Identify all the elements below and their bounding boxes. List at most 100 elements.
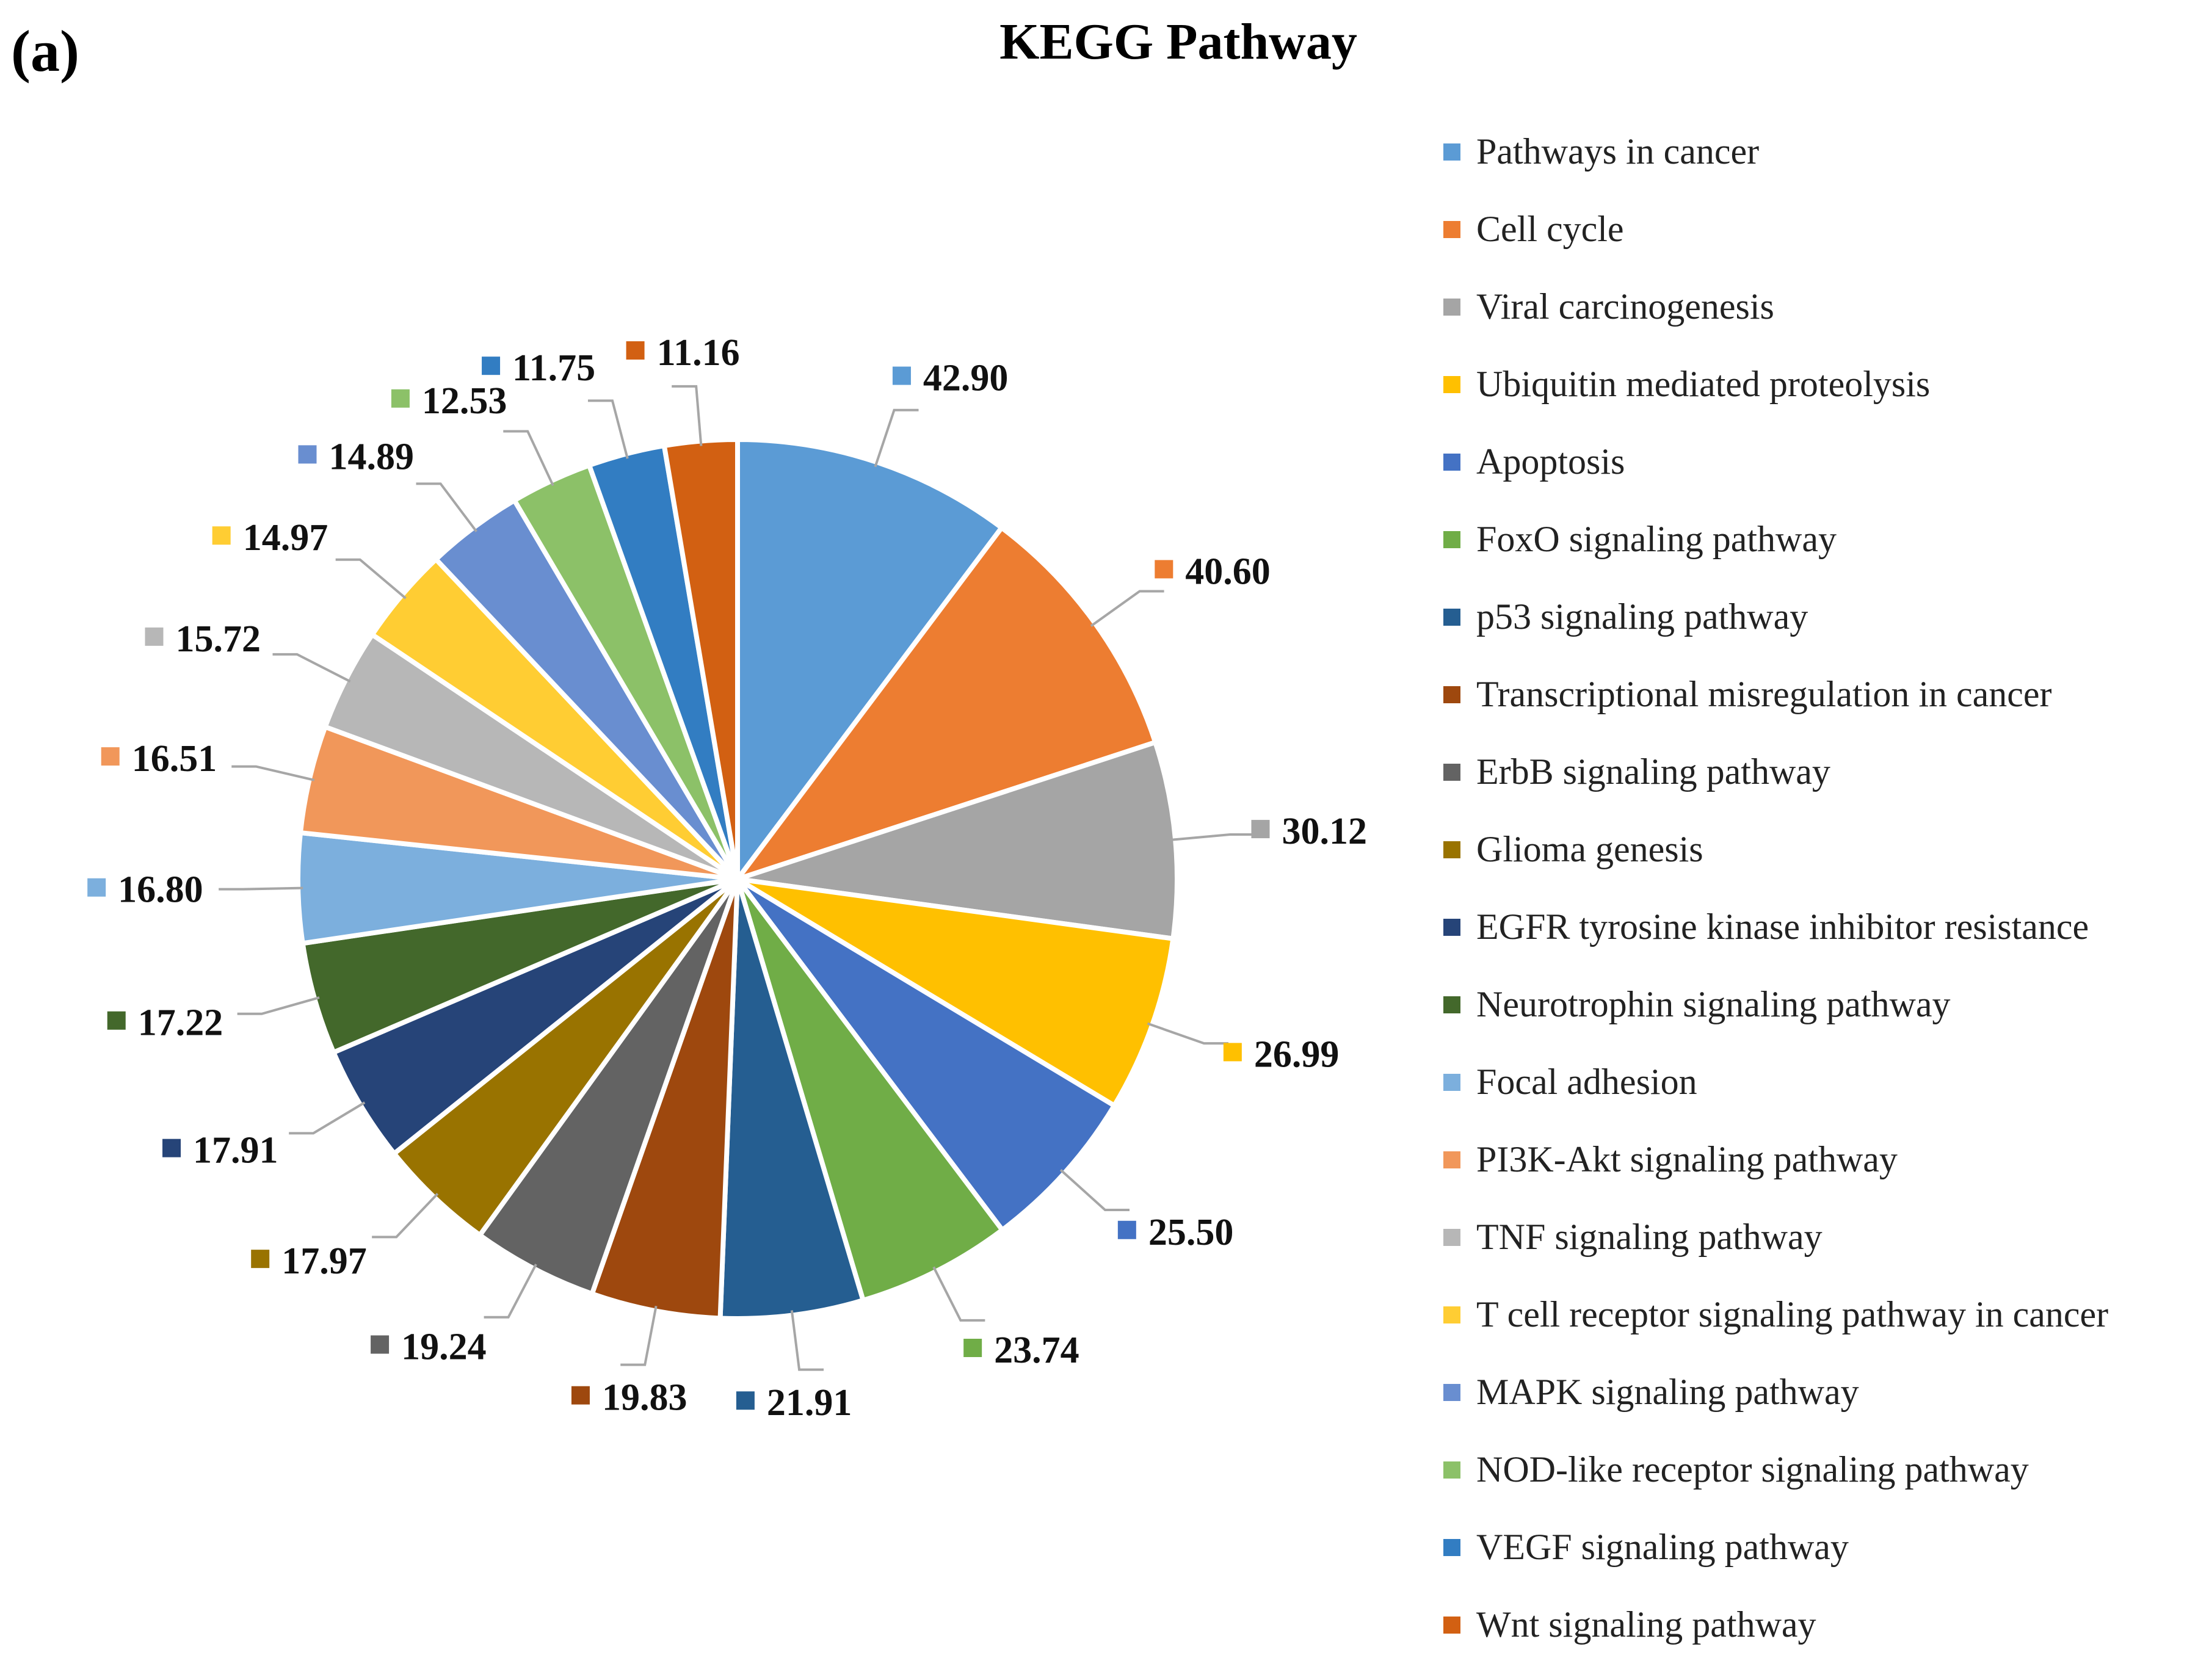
data-label: 11.75 xyxy=(512,347,595,389)
legend-label: Viral carcinogenesis xyxy=(1476,286,1774,327)
leader-line xyxy=(219,886,303,891)
leader-line xyxy=(289,1101,366,1135)
legend-swatch xyxy=(1443,996,1460,1013)
data-label-swatch xyxy=(736,1391,755,1410)
legend-item: ErbB signaling pathway xyxy=(1443,750,2194,827)
leader-line xyxy=(1147,1022,1228,1045)
legend-label: Wnt signaling pathway xyxy=(1476,1604,1816,1645)
legend-label: VEGF signaling pathway xyxy=(1476,1527,1849,1567)
legend-swatch xyxy=(1443,1384,1460,1401)
legend-label: Transcriptional misregulation in cancer xyxy=(1476,674,2052,714)
legend-label: PI3K-Akt signaling pathway xyxy=(1476,1139,1898,1179)
data-label-swatch xyxy=(571,1386,590,1405)
data-label-swatch xyxy=(162,1139,181,1157)
data-label: 30.12 xyxy=(1282,811,1367,852)
legend-item: NOD-like receptor signaling pathway xyxy=(1443,1447,2194,1525)
legend-swatch xyxy=(1443,609,1460,626)
legend-item: TNF signaling pathway xyxy=(1443,1215,2194,1292)
legend-swatch xyxy=(1443,1229,1460,1246)
data-label: 17.97 xyxy=(281,1240,367,1282)
leader-line xyxy=(932,1266,985,1322)
data-label-swatch xyxy=(145,627,164,646)
leader-line xyxy=(272,653,351,683)
data-label: 14.97 xyxy=(243,517,328,559)
data-label-swatch xyxy=(1223,1043,1242,1062)
legend-label: Focal adhesion xyxy=(1476,1062,1697,1102)
data-label-swatch xyxy=(626,341,645,360)
legend-item: Cell cycle xyxy=(1443,207,2194,284)
leader-line xyxy=(416,482,477,532)
legend-item: EGFR tyrosine kinase inhibitor resistanc… xyxy=(1443,905,2194,982)
leader-line xyxy=(231,765,315,781)
data-label-swatch xyxy=(892,366,911,385)
data-label: 14.89 xyxy=(328,436,414,477)
data-label-swatch xyxy=(251,1250,270,1269)
legend-label: Pathways in cancer xyxy=(1476,131,1760,172)
data-label: 19.83 xyxy=(602,1377,687,1419)
data-label-swatch xyxy=(212,526,231,545)
data-label: 23.74 xyxy=(994,1330,1079,1371)
data-label-swatch xyxy=(1155,560,1173,579)
legend-item: MAPK signaling pathway xyxy=(1443,1370,2194,1447)
leader-line xyxy=(503,430,554,487)
leader-line xyxy=(1170,833,1255,841)
legend-item: Neurotrophin signaling pathway xyxy=(1443,982,2194,1060)
leader-line xyxy=(1090,590,1164,628)
leader-line xyxy=(790,1310,824,1371)
legend-swatch xyxy=(1443,1461,1460,1479)
data-label-swatch xyxy=(298,445,317,464)
data-label-swatch xyxy=(391,389,410,408)
data-label: 12.53 xyxy=(422,380,507,422)
data-label: 11.16 xyxy=(657,332,740,374)
data-label: 42.90 xyxy=(923,358,1009,399)
data-label: 16.51 xyxy=(132,738,217,780)
legend-label: NOD-like receptor signaling pathway xyxy=(1476,1449,2029,1490)
data-label-swatch xyxy=(1117,1220,1136,1239)
legend-item: FoxO signaling pathway xyxy=(1443,517,2194,595)
legend-item: Transcriptional misregulation in cancer xyxy=(1443,672,2194,750)
leader-line xyxy=(335,558,407,599)
leader-line xyxy=(587,399,629,459)
legend-label: EGFR tyrosine kinase inhibitor resistanc… xyxy=(1476,907,2089,947)
legend-swatch xyxy=(1443,531,1460,548)
legend-swatch xyxy=(1443,221,1460,238)
data-label: 19.24 xyxy=(401,1326,487,1367)
data-label: 21.91 xyxy=(767,1382,852,1424)
leader-line xyxy=(1059,1168,1130,1211)
leader-line xyxy=(372,1193,439,1239)
legend-label: p53 signaling pathway xyxy=(1476,596,1808,637)
legend-item: Viral carcinogenesis xyxy=(1443,284,2194,362)
legend-label: Cell cycle xyxy=(1476,209,1624,249)
data-label-swatch xyxy=(963,1339,982,1358)
data-label: 16.80 xyxy=(118,869,203,911)
leader-line xyxy=(620,1306,658,1366)
legend-label: FoxO signaling pathway xyxy=(1476,519,1837,559)
legend-swatch xyxy=(1443,376,1460,393)
legend-swatch xyxy=(1443,1617,1460,1634)
legend-item: T cell receptor signaling pathway in can… xyxy=(1443,1292,2194,1370)
legend-item: p53 signaling pathway xyxy=(1443,595,2194,672)
data-label-swatch xyxy=(101,747,120,766)
data-label-swatch xyxy=(1251,820,1270,839)
legend-item: Apoptosis xyxy=(1443,440,2194,517)
data-label: 40.60 xyxy=(1185,551,1271,592)
legend-label: Ubiquitin mediated proteolysis xyxy=(1476,364,1931,404)
leader-line xyxy=(672,385,703,446)
data-label-swatch xyxy=(482,357,501,375)
legend-swatch xyxy=(1443,841,1460,858)
legend-swatch xyxy=(1443,1539,1460,1556)
data-label: 17.91 xyxy=(193,1130,278,1171)
chart-title: KEGG Pathway xyxy=(999,13,1357,70)
legend-item: PI3K-Akt signaling pathway xyxy=(1443,1137,2194,1215)
legend-label: Apoptosis xyxy=(1476,441,1625,482)
legend-swatch xyxy=(1443,299,1460,316)
legend-label: ErbB signaling pathway xyxy=(1476,751,1830,792)
panel-label: (a) xyxy=(11,18,79,84)
legend-swatch xyxy=(1443,919,1460,936)
legend-label: Neurotrophin signaling pathway xyxy=(1476,984,1951,1024)
leader-line xyxy=(237,996,320,1015)
data-label-swatch xyxy=(87,878,106,897)
legend-item: Glioma genesis xyxy=(1443,827,2194,905)
legend-swatch xyxy=(1443,1151,1460,1168)
legend-swatch xyxy=(1443,454,1460,471)
